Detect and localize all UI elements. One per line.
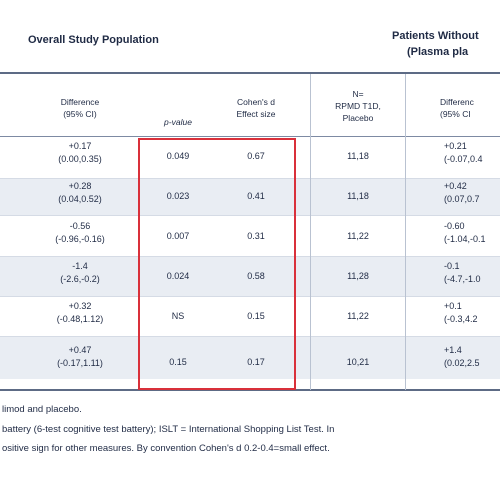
section-header-patients-without: Patients Without [392,30,479,42]
cell-n: 11,18 [347,191,369,201]
cell-difference-2: -0.60 (-1.04,-0.1 [444,220,500,246]
section-header-overall: Overall Study Population [28,34,159,46]
col-header-n-line3: Placebo [342,113,374,123]
col-header-cohen-line2: Effect size [236,109,276,119]
cell-difference-2: +0.42 (0.07,0.7 [444,180,500,206]
col-header-n-line2: RPMD T1D, [335,101,381,111]
section-header-plasma: (Plasma pla [407,46,469,58]
col-header-pvalue: p-value [164,117,192,127]
col-header-difference-2: Differenc (95% CI [440,96,500,120]
col-header-cohen-line1: Cohen's d [236,97,275,107]
cell-difference-2-value: +1.4 [444,345,462,355]
row-divider [0,336,500,337]
cell-difference-2-ci: (0.07,0.7 [444,194,480,204]
cell-difference-2-value: +0.21 [444,141,467,151]
cell-n: 11,18 [347,151,369,161]
cell-pvalue: 0.049 [166,151,190,161]
cell-difference: -0.56 [69,221,91,231]
cell-difference-2-ci: (-4.7,-1.0 [444,274,481,284]
row-divider [0,296,500,297]
cell-pvalue: 0.15 [169,357,187,367]
cell-difference: +0.28 [68,181,92,191]
cell-difference-2-value: +0.1 [444,301,462,311]
cell-difference: +0.32 [68,301,92,311]
cell-ci: (-2.6,-0.2) [60,274,100,284]
cell-ci: (0.00,0.35) [58,154,102,164]
cell-difference: +0.17 [68,141,92,151]
cell-pvalue: 0.023 [166,191,190,201]
table-row: -1.4 (-2.6,-0.2) [30,260,130,286]
cell-difference-2: +0.21 (-0.07,0.4 [444,140,500,166]
cell-difference-2-value: -0.60 [444,221,465,231]
footnote-line-3: ositive sign for other measures. By conv… [2,443,330,454]
cell-difference-2-value: +0.42 [444,181,467,191]
cell-difference: +0.47 [68,345,92,355]
header-bottom-rule [0,136,500,137]
cell-cohen-d: 0.15 [247,311,265,321]
cell-difference-2-value: -0.1 [444,261,460,271]
cell-n: 11,22 [347,231,369,241]
col-header-difference: Difference (95% CI) [30,96,130,120]
row-divider [0,178,500,179]
column-divider [405,74,406,390]
cell-n: 10,21 [346,357,370,367]
cell-n: 11,22 [347,311,369,321]
cell-n: 11,28 [347,271,369,281]
cell-cohen-d: 0.41 [247,191,265,201]
cell-ci: (-0.17,1.11) [57,358,103,368]
col-header-difference-2-line2: (95% CI [440,109,471,119]
row-band [0,256,500,296]
cell-pvalue: 0.007 [166,231,190,241]
table-row: +0.32 (-0.48,1.12) [30,300,130,326]
column-divider [310,74,311,390]
row-divider [0,215,500,216]
table-top-rule [0,72,500,74]
col-header-difference-line2: (95% CI) [63,109,97,119]
cell-difference-2-ci: (-0.07,0.4 [444,154,483,164]
col-header-n-line1: N= [352,89,364,99]
cell-pvalue: 0.024 [166,271,190,281]
highlight-box [138,138,296,390]
col-header-cohen: Cohen's d Effect size [216,96,296,120]
cell-pvalue: NS [171,311,185,321]
cell-cohen-d: 0.17 [247,357,265,367]
cell-ci: (0.04,0.52) [58,194,102,204]
row-band [0,336,500,379]
cell-cohen-d: 0.31 [247,231,265,241]
table-bottom-rule [0,389,500,391]
row-band [0,178,500,215]
col-header-n: N= RPMD T1D, Placebo [318,88,398,124]
col-header-difference-2-line1: Differenc [440,97,474,107]
cell-difference-2-ci: (-0.3,4.2 [444,314,478,324]
cell-difference-2: +0.1 (-0.3,4.2 [444,300,500,326]
table-row: +0.28 (0.04,0.52) [30,180,130,206]
cell-ci: (-0.48,1.12) [56,314,104,324]
cell-difference-2-ci: (-1.04,-0.1 [444,234,486,244]
footnote-line-2: battery (6-test cognitive test battery);… [2,424,335,435]
cell-difference-2: +1.4 (0.02,2.5 [444,344,500,370]
footnote-line-1: limod and placebo. [2,404,82,415]
cell-cohen-d: 0.67 [247,151,265,161]
cell-cohen-d: 0.58 [247,271,265,281]
col-header-difference-line1: Difference [60,97,100,107]
table-row: +0.47 (-0.17,1.11) [30,344,130,370]
cell-difference-2: -0.1 (-4.7,-1.0 [444,260,500,286]
cell-difference-2-ci: (0.02,2.5 [444,358,480,368]
cell-difference: -1.4 [72,261,88,271]
table-row: -0.56 (-0.96,-0.16) [30,220,130,246]
cell-ci: (-0.96,-0.16) [55,234,105,244]
row-divider [0,256,500,257]
table-row: +0.17 (0.00,0.35) [30,140,130,166]
